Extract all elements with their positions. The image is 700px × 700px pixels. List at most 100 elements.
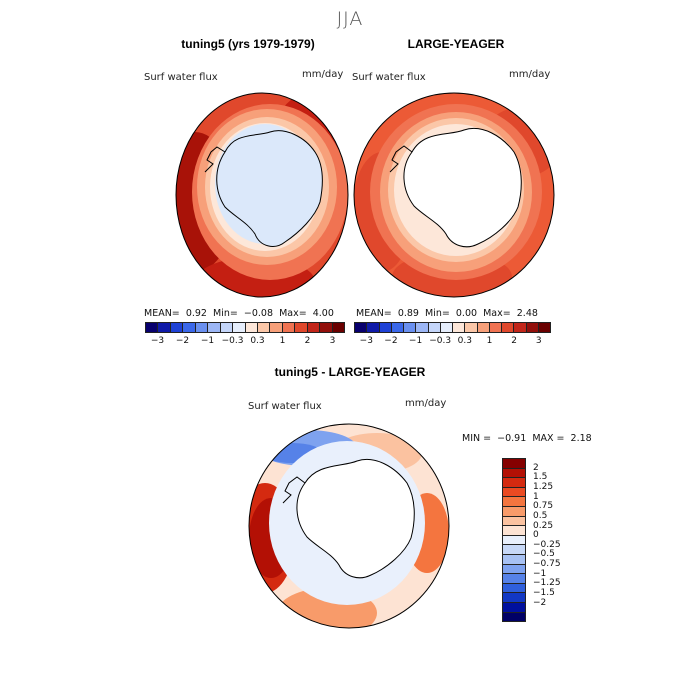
colorbar-diff-swatch bbox=[503, 612, 525, 622]
colorbar-diff-swatch bbox=[503, 526, 525, 536]
stats-left: MEAN= 0.92 Min= −0.08 Max= 4.00 bbox=[144, 308, 334, 319]
colorbar-left-swatch bbox=[295, 323, 308, 332]
variable-label-right: Surf water flux bbox=[352, 72, 426, 83]
colorbar-diff-swatch bbox=[503, 506, 525, 517]
colorbar-diff-tick-label: 0.75 bbox=[533, 501, 554, 512]
colorbar-right-swatch bbox=[453, 323, 466, 332]
max-value-diff: 2.18 bbox=[570, 433, 592, 444]
max-label-right: Max= bbox=[483, 308, 511, 319]
colorbar-left-tick-label: 0.3 bbox=[250, 336, 265, 346]
colorbar-left-swatch bbox=[183, 323, 196, 332]
colorbar-right bbox=[354, 322, 551, 333]
stats-right: MEAN= 0.89 Min= 0.00 Max= 2.48 bbox=[356, 308, 538, 319]
colorbar-diff-tick-label: −1.5 bbox=[533, 588, 555, 599]
colorbar-diff-tick-label: 0.5 bbox=[533, 510, 548, 521]
colorbar-diff-swatch bbox=[503, 602, 525, 613]
colorbar-right-tick-label: 2 bbox=[511, 336, 517, 346]
colorbar-left-tick-label: 1 bbox=[279, 336, 286, 346]
colorbar-right-tick-label: −2 bbox=[384, 336, 398, 346]
min-value-diff: −0.91 bbox=[497, 433, 527, 444]
colorbar-diff-tick-label: 1.25 bbox=[533, 481, 554, 492]
colorbar-diff-swatch bbox=[503, 535, 525, 546]
variable-label-left: Surf water flux bbox=[144, 72, 218, 83]
colorbar-ticks-right: −3 −2 −1 −0.3 0.3 1 2 3 bbox=[354, 336, 551, 348]
colorbar-diff-swatch bbox=[503, 564, 525, 575]
colorbar-right-tick-label: 1 bbox=[486, 336, 493, 346]
colorbar-left-swatch bbox=[332, 323, 344, 332]
colorbar-diff-swatch bbox=[503, 478, 525, 488]
mean-value-right: 0.89 bbox=[397, 308, 419, 319]
min-value-right: 0.00 bbox=[455, 308, 478, 319]
colorbar-left-swatch bbox=[282, 323, 296, 332]
colorbar-right-swatch bbox=[428, 323, 441, 332]
colorbar-left-tick-label: −0.3 bbox=[221, 336, 244, 346]
colorbar-diff-tick-label: −1 bbox=[533, 568, 547, 579]
stats-diff: MIN = −0.91 MAX = 2.18 bbox=[462, 433, 592, 444]
colorbar-left-swatch bbox=[146, 323, 159, 332]
colorbar-right-swatch bbox=[526, 323, 539, 332]
colorbar-diff-tick-label: 0.25 bbox=[533, 520, 554, 531]
antarctica-coast bbox=[216, 130, 323, 247]
colorbar-right-tick-label: −0.3 bbox=[429, 336, 452, 346]
antarctica-coast bbox=[403, 128, 522, 248]
variable-label-diff: Surf water flux bbox=[248, 401, 322, 412]
colorbar-left-swatch bbox=[208, 323, 221, 332]
colorbar-right-swatch bbox=[440, 323, 453, 332]
colorbar-diff-swatch bbox=[503, 459, 525, 469]
map-left bbox=[175, 92, 349, 298]
colorbar-diff-swatch bbox=[503, 583, 525, 594]
colorbar-right-tick-label: −1 bbox=[408, 336, 423, 346]
colorbar-diff-tick-label: 2 bbox=[533, 462, 539, 473]
units-label-left: mm/day bbox=[302, 69, 344, 80]
colorbar-ticks-diff: 2 1.5 1.25 1 0.75 0.5 0.25 0 −0.25 −0.5 −0.75 −1 −1.… bbox=[533, 458, 573, 622]
min-value-left: −0.08 bbox=[243, 308, 274, 319]
colorbar-left-swatch bbox=[195, 323, 209, 332]
colorbar-left-tick-label: −3 bbox=[150, 336, 165, 346]
colorbar-diff-swatch bbox=[503, 593, 525, 603]
colorbar-diff-swatch bbox=[503, 487, 525, 498]
season-title: JJA bbox=[336, 8, 364, 30]
colorbar-diff-swatch bbox=[503, 516, 525, 527]
colorbar-diff-tick-label: −1.25 bbox=[533, 578, 561, 589]
colorbar-left-swatch bbox=[233, 323, 246, 332]
colorbar-right-swatch bbox=[465, 323, 478, 332]
colorbar-right-swatch bbox=[477, 323, 490, 332]
colorbar-left-swatch bbox=[158, 323, 171, 332]
colorbar-left-tick-label: −1 bbox=[200, 336, 215, 346]
colorbar-right-tick-label: −3 bbox=[359, 336, 373, 346]
colorbar-diff-swatch bbox=[503, 574, 525, 584]
colorbar-right-swatch bbox=[355, 323, 368, 332]
colorbar-left-swatch bbox=[245, 323, 258, 332]
colorbar-left-swatch bbox=[220, 323, 234, 332]
colorbar-right-swatch bbox=[404, 323, 417, 332]
colorbar-diff-tick-label: 0 bbox=[533, 530, 539, 541]
colorbar-diff-tick-label: −2 bbox=[533, 597, 547, 608]
max-label-diff: MAX = bbox=[532, 433, 565, 444]
colorbar-right-tick-label: 0.3 bbox=[457, 336, 472, 346]
colorbar-left-swatch bbox=[257, 323, 271, 332]
colorbar-diff-swatch bbox=[503, 468, 525, 479]
min-label-diff: MIN = bbox=[462, 433, 492, 444]
colorbar-right-swatch bbox=[538, 323, 550, 332]
colorbar-right-swatch bbox=[367, 323, 380, 332]
min-label-right: Min= bbox=[425, 308, 450, 319]
colorbar-left-swatch bbox=[320, 323, 333, 332]
mean-label-left: MEAN= bbox=[144, 308, 180, 319]
colorbar-diff-tick-label: −0.25 bbox=[533, 539, 561, 550]
colorbar-left-tick-label: 3 bbox=[329, 336, 336, 346]
colorbar-right-swatch bbox=[416, 323, 429, 332]
colorbar-right-swatch bbox=[502, 323, 515, 332]
colorbar-diff-tick-label: 1.5 bbox=[533, 472, 548, 483]
max-label-left: Max= bbox=[279, 308, 307, 319]
colorbar-diff-swatch bbox=[503, 545, 525, 555]
colorbar-diff-tick-label: −0.75 bbox=[533, 559, 561, 570]
colorbar-ticks-left: −3 −2 −1 −0.3 0.3 1 2 3 bbox=[145, 336, 345, 348]
colorbar-right-tick-label: 3 bbox=[535, 336, 542, 346]
colorbar-diff-swatch bbox=[503, 497, 525, 507]
min-label-left: Min= bbox=[213, 308, 238, 319]
map-diff bbox=[248, 423, 450, 629]
colorbar-left bbox=[145, 322, 345, 333]
units-label-right: mm/day bbox=[509, 69, 551, 80]
map-right bbox=[353, 92, 555, 298]
max-value-left: 4.00 bbox=[312, 308, 334, 319]
